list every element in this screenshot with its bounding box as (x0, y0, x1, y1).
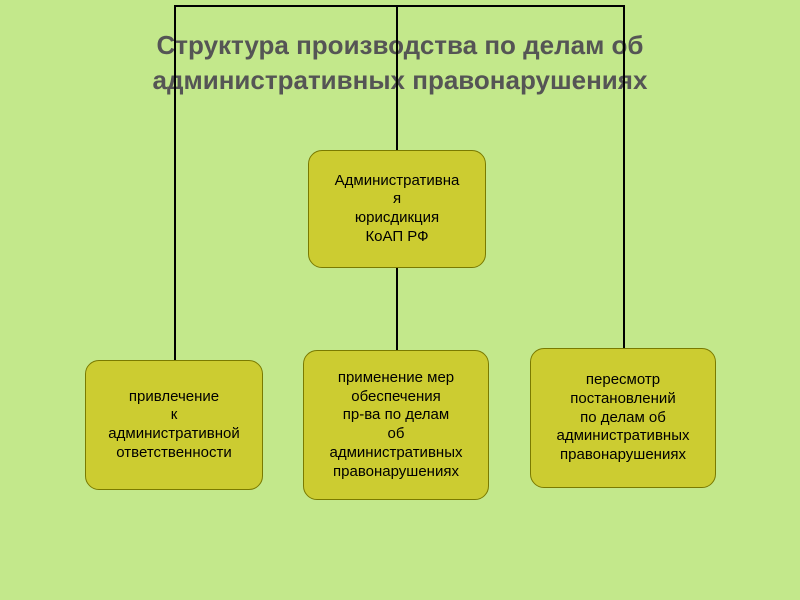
connector-mid-top-vertical (396, 5, 398, 150)
connector-mid-bottom-vertical (396, 268, 398, 350)
title-line-1: Структура производства по делам об (157, 30, 644, 60)
node-text-line: КоАП РФ (365, 228, 428, 247)
node-child-2: применение меробеспеченияпр-ва по деламо… (303, 350, 489, 500)
node-text-line: Административна (335, 172, 460, 191)
node-root: АдминистративнаяюрисдикцияКоАП РФ (308, 150, 486, 268)
node-text-line: пр-ва по делам (343, 406, 449, 425)
connector-right-vertical (623, 5, 625, 348)
node-text-line: юрисдикция (355, 209, 439, 228)
node-text-line: обеспечения (351, 388, 441, 407)
connector-left-vertical (174, 5, 176, 360)
node-child-1: привлечениекадминистративнойответственно… (85, 360, 263, 490)
node-text-line: административных (330, 444, 463, 463)
node-child-3: пересмотрпостановленийпо делам обадминис… (530, 348, 716, 488)
node-text-line: пересмотр (586, 371, 660, 390)
node-text-line: привлечение (129, 388, 219, 407)
node-text-line: я (393, 190, 401, 209)
slide-title: Структура производства по делам об админ… (0, 28, 800, 98)
node-text-line: административной (108, 425, 239, 444)
node-text-line: правонарушениях (333, 463, 459, 482)
node-text-line: по делам об (580, 409, 666, 428)
node-text-line: ответственности (116, 444, 231, 463)
node-text-line: применение мер (338, 369, 454, 388)
node-text-line: к (171, 406, 178, 425)
connector-top-horizontal (174, 5, 623, 7)
node-text-line: об (388, 425, 405, 444)
node-text-line: постановлений (570, 390, 675, 409)
node-text-line: правонарушениях (560, 446, 686, 465)
title-line-2: административных правонарушениях (153, 65, 648, 95)
node-text-line: административных (557, 427, 690, 446)
